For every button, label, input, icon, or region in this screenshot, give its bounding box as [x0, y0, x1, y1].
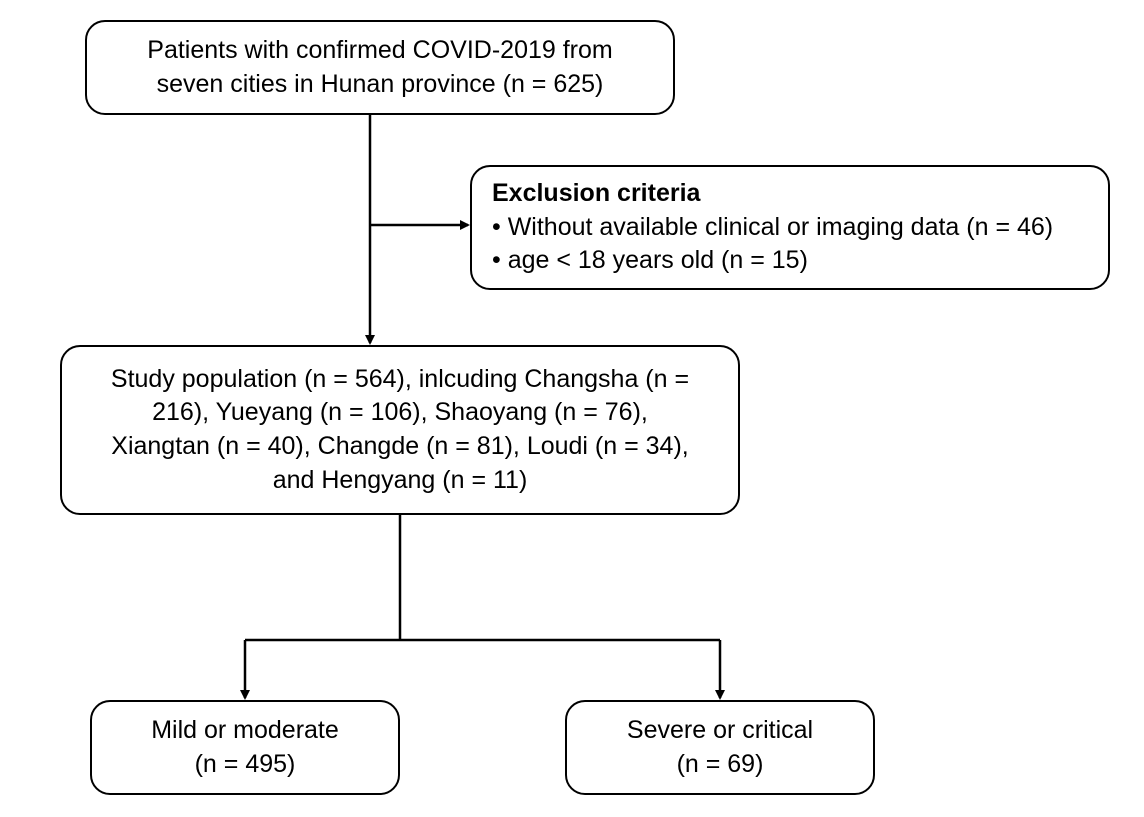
node-population-line2: 216), Yueyang (n = 106), Shaoyang (n = 7…	[152, 396, 648, 430]
node-exclusion-title: Exclusion criteria	[492, 177, 700, 211]
node-population-line3: Xiangtan (n = 40), Changde (n = 81), Lou…	[111, 430, 688, 464]
node-severe: Severe or critical (n = 69)	[565, 700, 875, 795]
node-population: Study population (n = 564), inlcuding Ch…	[60, 345, 740, 515]
node-mild-line1: Mild or moderate	[151, 714, 339, 748]
node-initial: Patients with confirmed COVID-2019 from …	[85, 20, 675, 115]
node-population-line1: Study population (n = 564), inlcuding Ch…	[111, 363, 689, 397]
node-exclusion: Exclusion criteria • Without available c…	[470, 165, 1110, 290]
node-initial-line1: Patients with confirmed COVID-2019 from	[147, 34, 612, 68]
node-severe-line2: (n = 69)	[677, 748, 764, 782]
node-exclusion-bullet1: • Without available clinical or imaging …	[492, 211, 1053, 245]
node-mild-line2: (n = 495)	[195, 748, 296, 782]
flowchart-canvas: Patients with confirmed COVID-2019 from …	[0, 0, 1144, 817]
node-initial-line2: seven cities in Hunan province (n = 625)	[157, 68, 604, 102]
node-mild: Mild or moderate (n = 495)	[90, 700, 400, 795]
node-exclusion-bullet2: • age < 18 years old (n = 15)	[492, 244, 808, 278]
node-population-line4: and Hengyang (n = 11)	[273, 464, 528, 498]
node-severe-line1: Severe or critical	[627, 714, 813, 748]
